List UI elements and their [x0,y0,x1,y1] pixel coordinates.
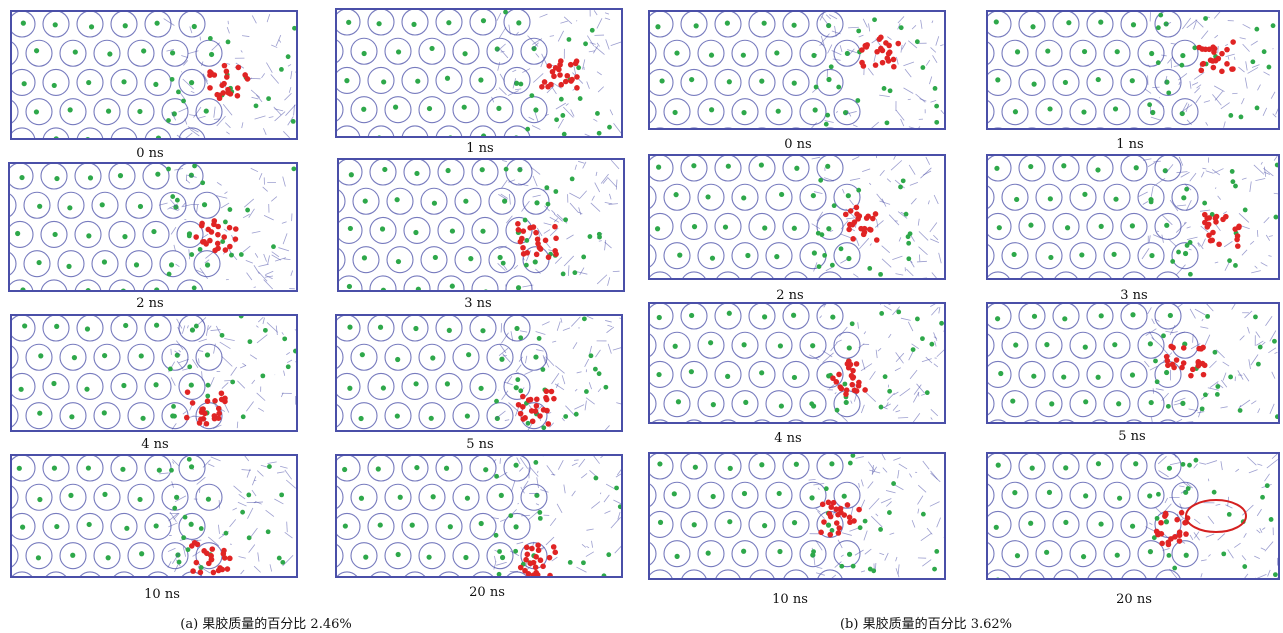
snapshot-b-5ns [986,302,1280,424]
snapshot-b-0ns [648,10,946,130]
molecular-snapshot-graphic [650,454,944,578]
molecular-snapshot-graphic [10,164,296,290]
snapshot-b-20ns [986,452,1280,580]
molecular-snapshot-graphic [12,12,296,138]
time-label: 4 ns [774,431,802,446]
molecular-snapshot-graphic [12,316,296,430]
snapshot-a-4ns [10,314,298,432]
time-label: 0 ns [784,137,812,152]
time-label: 2 ns [776,288,804,303]
time-label: 1 ns [466,141,494,156]
snapshot-a-0ns [10,10,298,140]
snapshot-b-10ns [648,452,946,580]
molecular-snapshot-graphic [337,316,621,430]
time-label: 20 ns [469,585,505,600]
group-caption: (b) 果胶质量的百分比 3.62% [839,617,1013,632]
time-label: 1 ns [1116,137,1144,152]
molecular-snapshot-graphic [988,156,1278,278]
molecular-snapshot-graphic [988,304,1278,422]
molecular-snapshot-graphic [650,12,944,128]
snapshot-a-20ns [335,454,623,578]
time-label: 10 ns [144,587,180,602]
molecular-snapshot-graphic [650,156,942,278]
time-label: 5 ns [1118,429,1146,444]
time-label: 20 ns [1116,592,1152,607]
snapshot-a-5ns [335,314,623,432]
molecular-snapshot-graphic [337,456,621,576]
molecular-snapshot-graphic [988,454,1278,578]
molecular-snapshot-graphic [12,456,296,576]
snapshot-b-3ns [986,154,1280,280]
snapshot-a-1ns [335,8,623,138]
time-label: 3 ns [464,296,492,311]
snapshot-a-3ns [337,158,625,292]
molecular-snapshot-graphic [337,10,621,136]
snapshot-b-4ns [648,302,946,424]
time-label: 3 ns [1120,288,1148,303]
snapshot-a-10ns [10,454,298,578]
highlight-ring [1185,499,1247,533]
snapshot-b-2ns [648,154,946,280]
time-label: 10 ns [772,592,808,607]
snapshot-a-2ns [8,162,298,292]
time-label: 2 ns [136,296,164,311]
time-label: 5 ns [466,437,494,452]
group-caption: (a) 果胶质量的百分比 2.46% [180,617,352,632]
snapshot-b-1ns [986,10,1280,130]
molecular-snapshot-graphic [988,12,1278,128]
time-label: 0 ns [136,146,164,161]
time-label: 4 ns [141,437,169,452]
molecular-snapshot-graphic [650,304,944,422]
molecular-snapshot-graphic [339,160,620,290]
